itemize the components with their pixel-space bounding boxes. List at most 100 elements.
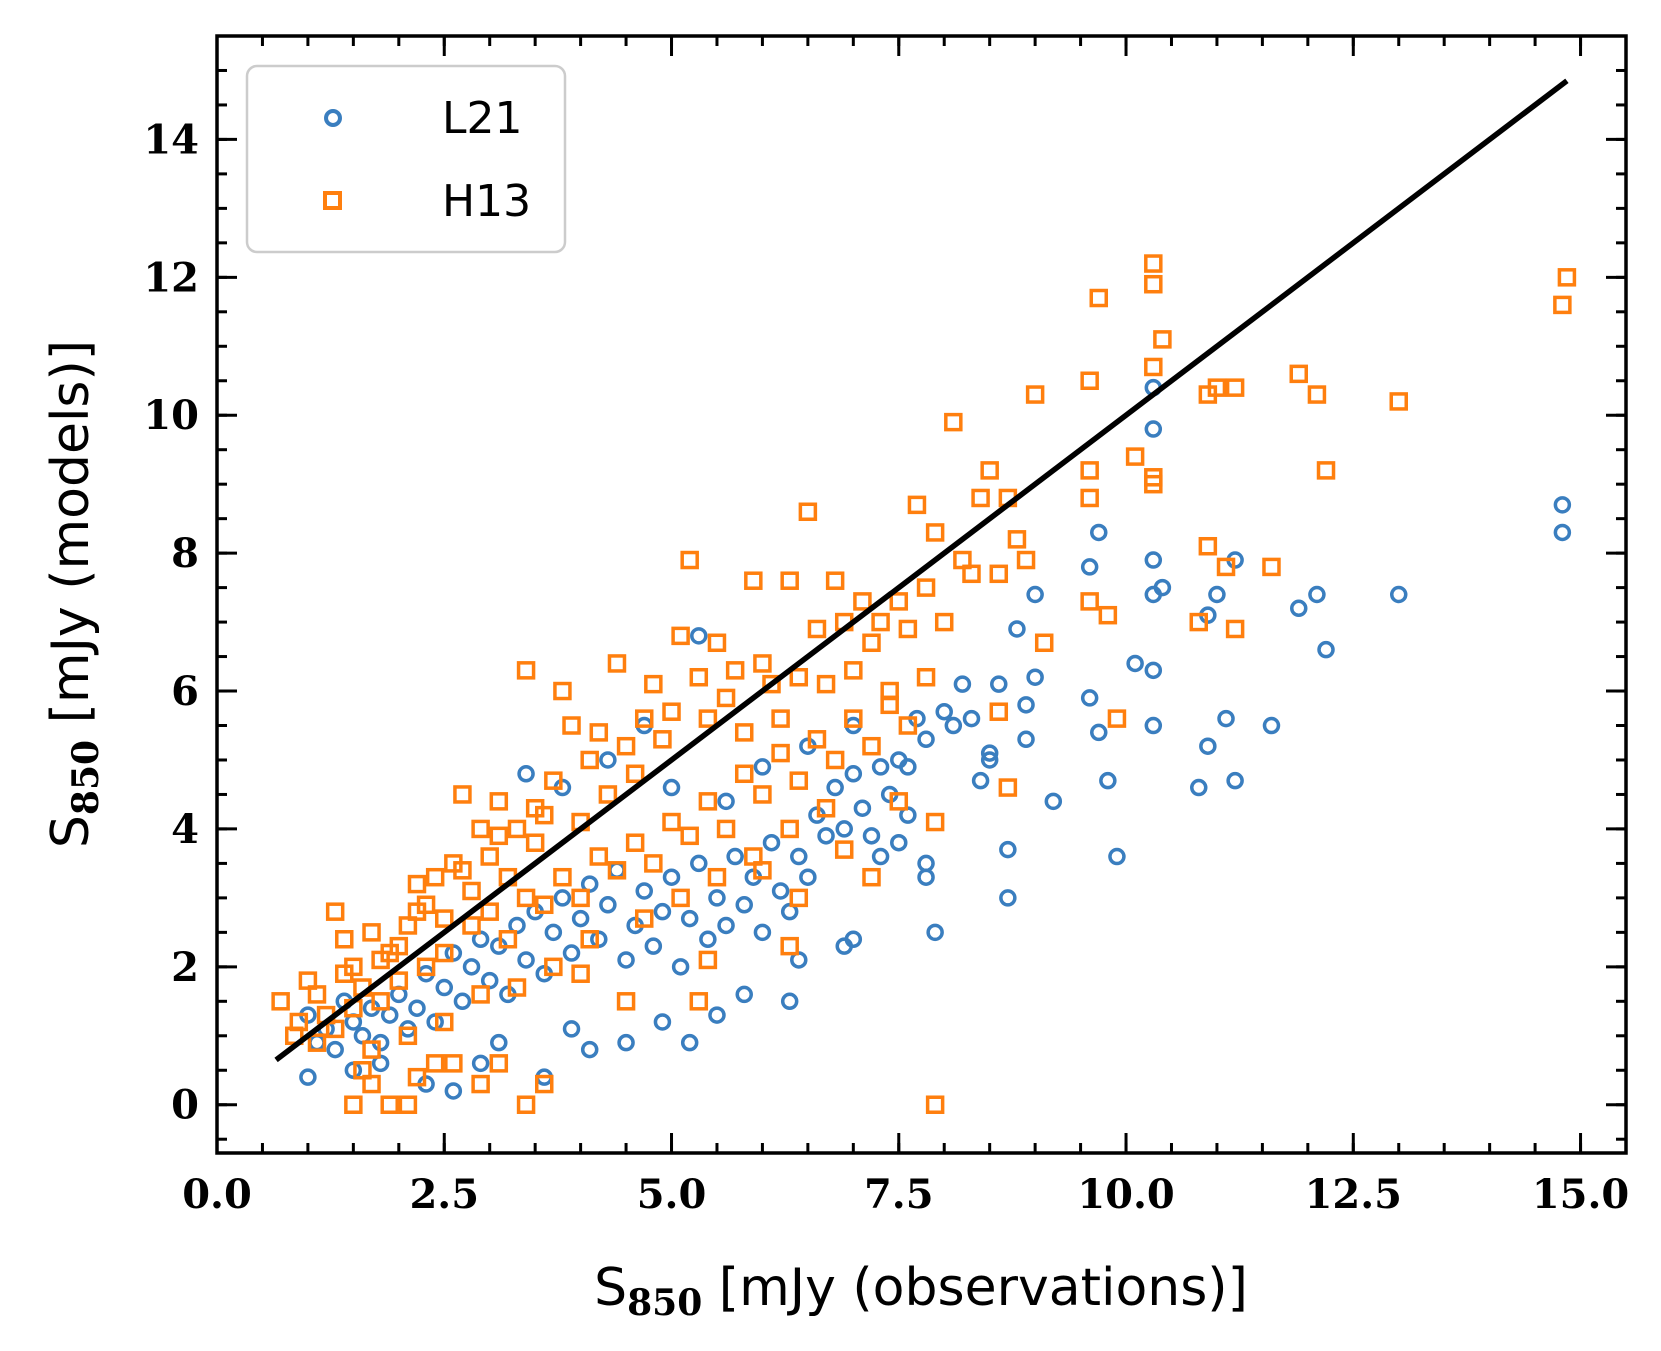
h13-point <box>925 1095 945 1114</box>
l21-point <box>990 675 1008 693</box>
h13-point <box>780 571 799 590</box>
l21-point <box>1553 496 1572 514</box>
h13-point <box>853 592 872 611</box>
legend-label-h13: H13 <box>442 176 531 227</box>
y-tick-label: 8 <box>171 530 199 577</box>
h13-point <box>789 771 809 790</box>
h13-point <box>325 902 345 921</box>
h13-point <box>1007 530 1027 549</box>
h13-point <box>844 709 863 728</box>
h13-point <box>1198 536 1218 556</box>
h13-point <box>389 971 409 990</box>
l21-point <box>735 896 753 914</box>
h13-point <box>862 633 881 653</box>
l21-point <box>726 847 744 866</box>
h13-point <box>1089 288 1109 308</box>
x-tick-label: 10.0 <box>1077 1171 1174 1218</box>
h13-point <box>1080 371 1099 391</box>
h13-point <box>662 812 681 832</box>
l21-point <box>690 854 708 873</box>
x-tick-label: 15.0 <box>1532 1171 1629 1218</box>
h13-point <box>598 785 618 804</box>
h13-point <box>407 1067 427 1087</box>
h13-point <box>525 833 545 852</box>
h13-point <box>371 992 390 1011</box>
h13-point <box>780 936 799 956</box>
h13-point <box>1289 364 1308 384</box>
h13-point <box>471 985 490 1004</box>
h13-point <box>471 1074 490 1094</box>
h13-point <box>307 985 327 1004</box>
l21-point <box>980 751 999 769</box>
h13-point <box>580 930 599 949</box>
h13-point <box>407 874 427 894</box>
x-tick-labels: 0.0 2.5 5.0 7.5 10.0 12.5 15.0 <box>182 1171 1629 1218</box>
h13-point <box>753 654 772 673</box>
h13-point <box>916 667 936 687</box>
h13-point <box>716 688 736 708</box>
h13-point <box>553 867 572 887</box>
h13-point <box>1216 557 1236 577</box>
legend: L21 H13 <box>245 64 567 254</box>
l21-point <box>762 833 781 852</box>
h13-point <box>562 716 581 735</box>
l21-point <box>408 999 426 1017</box>
l21-point <box>717 792 735 811</box>
l21-point <box>653 902 672 921</box>
l21-point <box>1080 689 1099 707</box>
x-tick-label: 5.0 <box>637 1171 707 1218</box>
h13-point <box>416 957 436 977</box>
h13-point <box>725 661 745 680</box>
h13-point <box>553 681 572 701</box>
h13-point <box>616 992 636 1011</box>
l21-point <box>871 758 890 776</box>
h13-point <box>816 798 836 818</box>
h13-point <box>734 764 754 784</box>
l21-point <box>862 827 881 845</box>
h13-point <box>698 792 718 811</box>
l21-point <box>953 675 972 693</box>
h13-point <box>634 909 654 928</box>
l21-point <box>662 778 681 797</box>
h13-point <box>744 847 763 866</box>
l21-point <box>999 840 1017 859</box>
h13-point <box>789 667 809 687</box>
l21-point <box>299 1068 317 1086</box>
h13-point <box>571 964 590 983</box>
l21-point <box>571 909 590 928</box>
h13-point <box>1125 447 1145 466</box>
l21-point <box>1190 778 1208 797</box>
h13-point <box>516 1095 536 1114</box>
l21-point <box>653 1013 672 1031</box>
h13-point <box>680 550 699 570</box>
h13-point <box>1080 488 1099 508</box>
h13-point <box>825 750 845 770</box>
h13-point <box>807 619 827 639</box>
h13-point <box>1225 378 1245 397</box>
l21-point <box>1026 668 1044 686</box>
h13-point <box>989 564 1009 584</box>
y-axis-label-rest: [mJy (models)] <box>41 340 101 740</box>
l21-point <box>617 1033 635 1052</box>
l21-point <box>917 868 935 886</box>
l21-point <box>462 958 481 976</box>
axis-ticks <box>215 34 1628 1153</box>
l21-point <box>562 1020 581 1038</box>
l21-point <box>999 889 1017 907</box>
h13-point <box>325 1019 345 1039</box>
h13-point <box>535 1074 554 1094</box>
h13-point <box>707 633 727 653</box>
l21-point <box>1144 661 1163 680</box>
y-tick-label: 0 <box>171 1082 199 1129</box>
h13-point <box>644 854 663 873</box>
h13-point <box>1316 461 1336 480</box>
h13-point <box>825 571 845 590</box>
l21-point <box>1317 640 1335 659</box>
l21-point <box>917 730 935 749</box>
h13-point <box>462 881 481 901</box>
h13-point <box>453 861 472 880</box>
h13-point <box>771 709 790 728</box>
l21-point <box>1080 558 1099 576</box>
l21-point <box>1144 716 1163 735</box>
